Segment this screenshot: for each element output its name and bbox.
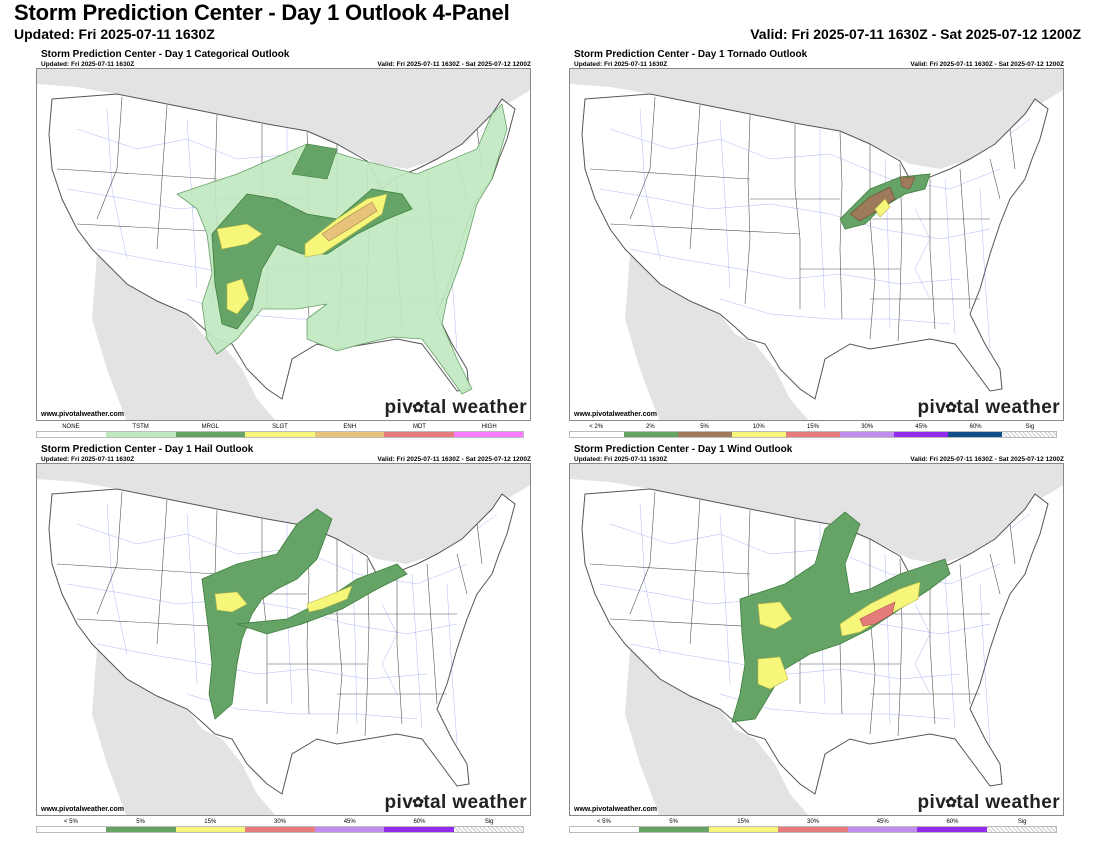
legend: < 5% 5% 15% 30% 45% 60% Sig (36, 818, 524, 835)
legend-swatch (245, 432, 315, 437)
legend-swatch (732, 432, 786, 437)
outlook-map[interactable]: www.pivotalweather.com piv✿tal weather (36, 68, 531, 421)
updated-time: Updated: Fri 2025-07-11 1630Z (14, 26, 215, 42)
legend-label: 30% (274, 819, 287, 825)
legend-swatch (453, 827, 523, 832)
panel-title: Storm Prediction Center - Day 1 Tornado … (574, 49, 808, 60)
legend-label: MRGL (201, 424, 219, 430)
legend-label: SLGT (272, 424, 288, 430)
legend-swatch (786, 432, 840, 437)
legend-label: 45% (915, 424, 928, 430)
pivotal-weather-logo: piv✿tal weather (917, 397, 1060, 418)
legend-label: 5% (669, 819, 678, 825)
legend-swatch (986, 827, 1056, 832)
panel-title: Storm Prediction Center - Day 1 Hail Out… (41, 444, 254, 455)
legend-label: ENH (343, 424, 357, 430)
panel-updated: Updated: Fri 2025-07-11 1630Z (574, 61, 668, 68)
legend-swatch (37, 827, 107, 832)
legend-label: 10% (752, 424, 765, 430)
pivotal-weather-logo: piv✿tal weather (384, 397, 527, 418)
legend-label: 30% (861, 424, 874, 430)
legend-label: 5% (136, 819, 145, 825)
legend-label: 60% (946, 819, 959, 825)
legend-label: 2% (645, 424, 655, 430)
panel-valid: Valid: Fri 2025-07-11 1630Z - Sat 2025-0… (377, 456, 531, 463)
legend-label: 60% (969, 424, 982, 430)
legend-swatch (570, 827, 640, 832)
legend-swatch (314, 827, 385, 832)
flower-icon: ✿ (945, 794, 958, 810)
legend-swatch (37, 432, 107, 437)
flower-icon: ✿ (945, 399, 958, 415)
legend-label: 45% (343, 819, 356, 825)
panel-hail: Storm Prediction Center - Day 1 Hail Out… (36, 444, 531, 836)
legend-label: 5% (700, 424, 709, 430)
panel-valid: Valid: Fri 2025-07-11 1630Z - Sat 2025-0… (910, 456, 1064, 463)
legend-label: NONE (62, 424, 80, 430)
legend-swatch (570, 432, 624, 437)
legend-label: HIGH (481, 424, 497, 430)
legend-swatch (847, 827, 918, 832)
legend-swatch (106, 827, 176, 832)
legend-label: MDT (412, 424, 426, 430)
panel-categorical: Storm Prediction Center - Day 1 Categori… (36, 49, 531, 441)
valid-time: Valid: Fri 2025-07-11 1630Z - Sat 2025-0… (750, 26, 1081, 42)
site-watermark: www.pivotalweather.com (574, 411, 657, 418)
legend-label: 15% (204, 819, 217, 825)
legend-swatch (453, 432, 523, 437)
outlook-map[interactable]: www.pivotalweather.com piv✿tal weather (569, 463, 1064, 816)
flower-icon: ✿ (412, 794, 425, 810)
panel-updated: Updated: Fri 2025-07-11 1630Z (574, 456, 668, 463)
legend: < 2% 2% 5% 10% 15% 30% 45% 60% Sig (569, 423, 1057, 440)
legend-label: 15% (737, 819, 750, 825)
panel-wind: Storm Prediction Center - Day 1 Wind Out… (569, 444, 1064, 836)
panel-valid: Valid: Fri 2025-07-11 1630Z - Sat 2025-0… (377, 61, 531, 68)
legend-swatch (1002, 432, 1056, 437)
legend-label: < 5% (596, 819, 611, 825)
legend-label: Sig (484, 819, 494, 825)
legend-label: < 5% (63, 819, 78, 825)
legend-swatch (245, 827, 315, 832)
panel-valid: Valid: Fri 2025-07-11 1630Z - Sat 2025-0… (910, 61, 1064, 68)
legend-swatch (840, 432, 894, 437)
outlook-map[interactable]: www.pivotalweather.com piv✿tal weather (36, 463, 531, 816)
pivotal-weather-logo: piv✿tal weather (384, 792, 527, 813)
legend-label: 60% (413, 819, 426, 825)
legend-swatch (106, 432, 176, 437)
legend-swatch (917, 827, 987, 832)
legend-swatch (624, 432, 678, 437)
legend: NONE TSTM MRGL SLGT ENH MDT HIGH (36, 423, 524, 440)
legend-swatch (948, 432, 1002, 437)
legend-swatch (778, 827, 848, 832)
page-title: Storm Prediction Center - Day 1 Outlook … (14, 0, 510, 25)
site-watermark: www.pivotalweather.com (574, 806, 657, 813)
legend-label: TSTM (132, 424, 149, 430)
legend-label: Sig (1025, 424, 1035, 430)
site-watermark: www.pivotalweather.com (41, 806, 124, 813)
legend-label: 30% (807, 819, 820, 825)
pivotal-weather-logo: piv✿tal weather (917, 792, 1060, 813)
legend-swatch (384, 432, 454, 437)
panel-updated: Updated: Fri 2025-07-11 1630Z (41, 456, 135, 463)
site-watermark: www.pivotalweather.com (41, 411, 124, 418)
panel-tornado: Storm Prediction Center - Day 1 Tornado … (569, 49, 1064, 441)
legend-swatch (678, 432, 732, 437)
legend-label: 45% (876, 819, 889, 825)
panel-updated: Updated: Fri 2025-07-11 1630Z (41, 61, 135, 68)
legend-swatch (894, 432, 948, 437)
panel-title: Storm Prediction Center - Day 1 Wind Out… (574, 444, 793, 455)
legend-label: 15% (806, 424, 819, 430)
legend: < 5% 5% 15% 30% 45% 60% Sig (569, 818, 1057, 835)
legend-label: Sig (1017, 819, 1027, 825)
panel-title: Storm Prediction Center - Day 1 Categori… (41, 49, 290, 60)
legend-swatch (639, 827, 709, 832)
legend-swatch (708, 827, 779, 832)
legend-swatch (175, 827, 246, 832)
legend-label: < 2% (589, 424, 604, 430)
legend-swatch (384, 827, 454, 832)
legend-swatch (314, 432, 385, 437)
outlook-map[interactable]: www.pivotalweather.com piv✿tal weather (569, 68, 1064, 421)
legend-swatch (175, 432, 246, 437)
flower-icon: ✿ (412, 399, 425, 415)
